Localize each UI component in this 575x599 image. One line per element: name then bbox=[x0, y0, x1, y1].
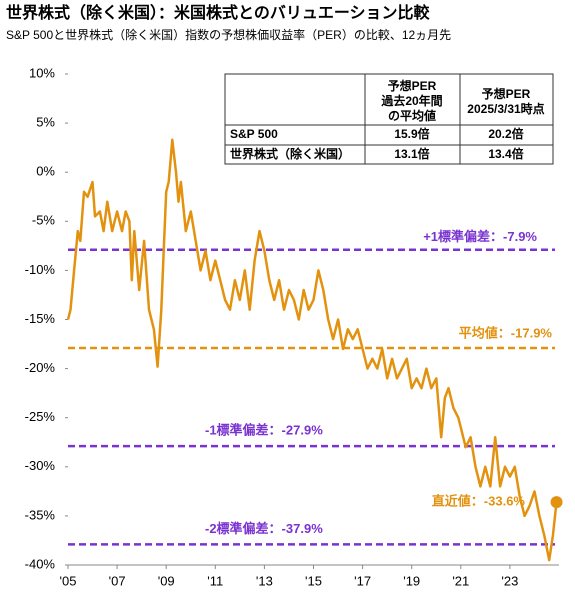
table-frame bbox=[224, 73, 554, 165]
chart-title: 世界株式（除く米国）：米国株式とのバリュエーション比較 bbox=[6, 3, 431, 22]
x-tick-label: '05 bbox=[60, 573, 77, 588]
y-tick-label: -10% bbox=[25, 262, 56, 277]
table-header: 過去20年間 bbox=[380, 93, 442, 108]
y-tick-label: -15% bbox=[25, 311, 56, 326]
table-cell: 13.4倍 bbox=[488, 146, 523, 161]
x-tick-label: '07 bbox=[109, 573, 126, 588]
x-tick-label: '15 bbox=[305, 573, 322, 588]
latest-marker bbox=[550, 496, 563, 509]
x-tick-label: '09 bbox=[158, 573, 175, 588]
y-tick-label: -5% bbox=[32, 213, 56, 228]
table-header: 予想PER bbox=[482, 86, 531, 101]
table-cell: 13.1倍 bbox=[394, 146, 429, 161]
reference-label: +1標準偏差：-7.9% bbox=[423, 229, 537, 244]
y-tick-label: -35% bbox=[25, 507, 56, 522]
table-cell: 15.9倍 bbox=[394, 126, 429, 141]
y-tick-label: -25% bbox=[25, 409, 56, 424]
table-header: 予想PER bbox=[388, 78, 437, 93]
y-tick-label: -40% bbox=[25, 556, 56, 571]
reference-label: -2標準偏差：-37.9% bbox=[205, 521, 323, 536]
y-tick-label: -30% bbox=[25, 458, 56, 473]
y-tick-label: 0% bbox=[36, 164, 55, 179]
table-cell: 世界株式（除く米国） bbox=[230, 146, 350, 161]
x-tick-label: '19 bbox=[403, 573, 420, 588]
reference-label: 平均値：-17.9% bbox=[459, 325, 553, 340]
chart-subtitle: S&P 500と世界株式（除く米国）指数の予想株価収益率（PER）の比較、12ヵ… bbox=[6, 27, 451, 42]
x-tick-label: '23 bbox=[501, 573, 518, 588]
table-cell: 20.2倍 bbox=[488, 126, 523, 141]
x-tick-label: '13 bbox=[256, 573, 273, 588]
x-tick-label: '21 bbox=[452, 573, 469, 588]
latest-label: 直近値：-33.6% bbox=[432, 494, 526, 509]
table-header: 2025/3/31時点 bbox=[467, 101, 544, 116]
x-tick-label: '11 bbox=[207, 573, 223, 588]
x-tick-label: '17 bbox=[354, 573, 371, 588]
y-tick-label: -20% bbox=[25, 360, 56, 375]
data-line bbox=[66, 138, 558, 562]
y-tick-label: 5% bbox=[36, 115, 55, 130]
table-cell: S&P 500 bbox=[230, 127, 278, 141]
table-header: の平均値 bbox=[388, 108, 436, 123]
y-tick-label: 10% bbox=[29, 65, 55, 80]
reference-label: -1標準偏差：-27.9% bbox=[205, 423, 323, 438]
